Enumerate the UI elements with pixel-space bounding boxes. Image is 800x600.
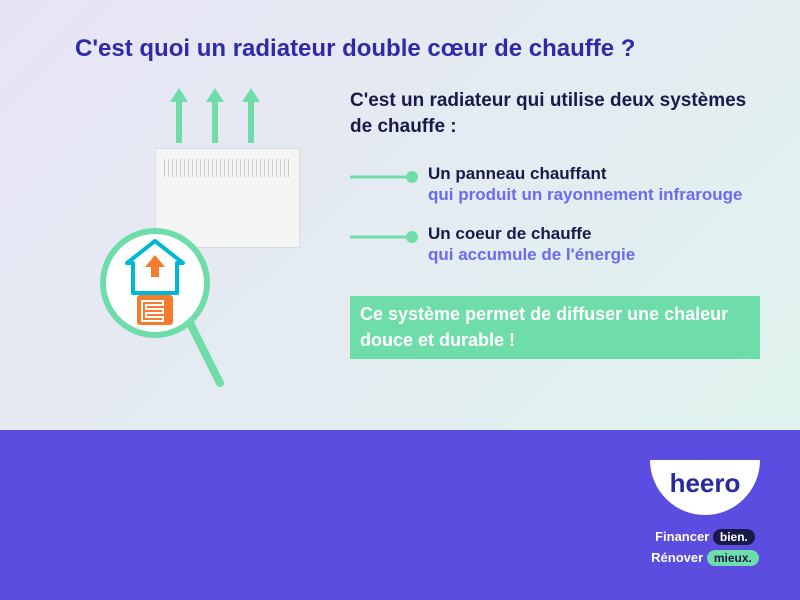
connector-icon	[350, 168, 420, 186]
connector-icon	[350, 228, 420, 246]
content-area: C'est un radiateur qui utilise deux syst…	[0, 63, 800, 368]
illustration	[40, 88, 340, 368]
arrow-up-icon	[170, 88, 188, 143]
tagline-text: Rénover	[651, 550, 703, 565]
tagline-pill: mieux.	[707, 550, 759, 566]
feature-title: Un panneau chauffant	[428, 164, 760, 184]
text-column: C'est un radiateur qui utilise deux syst…	[340, 88, 760, 368]
heat-arrows	[170, 88, 260, 143]
brand-logo: heero Financer bien. Rénover mieux.	[650, 460, 760, 569]
footer-banner: heero Financer bien. Rénover mieux.	[0, 430, 800, 600]
feature-item: Un panneau chauffant qui produit un rayo…	[350, 164, 760, 206]
feature-desc: qui accumule de l'énergie	[428, 244, 760, 266]
feature-title: Un coeur de chauffe	[428, 224, 760, 244]
tagline-text: Financer	[655, 529, 709, 544]
highlight-callout: Ce système permet de diffuser une chaleu…	[350, 296, 760, 358]
tagline-pill: bien.	[713, 529, 755, 545]
arrow-up-icon	[242, 88, 260, 143]
arrow-up-icon	[206, 88, 224, 143]
feature-item: Un coeur de chauffe qui accumule de l'én…	[350, 224, 760, 266]
intro-text: C'est un radiateur qui utilise deux syst…	[350, 88, 760, 139]
magnifier-icon	[95, 223, 225, 388]
tagline: Financer bien. Rénover mieux.	[650, 527, 760, 569]
logo-name: heero	[650, 460, 760, 515]
page-title: C'est quoi un radiateur double cœur de c…	[0, 0, 800, 63]
feature-desc: qui produit un rayonnement infrarouge	[428, 184, 760, 206]
